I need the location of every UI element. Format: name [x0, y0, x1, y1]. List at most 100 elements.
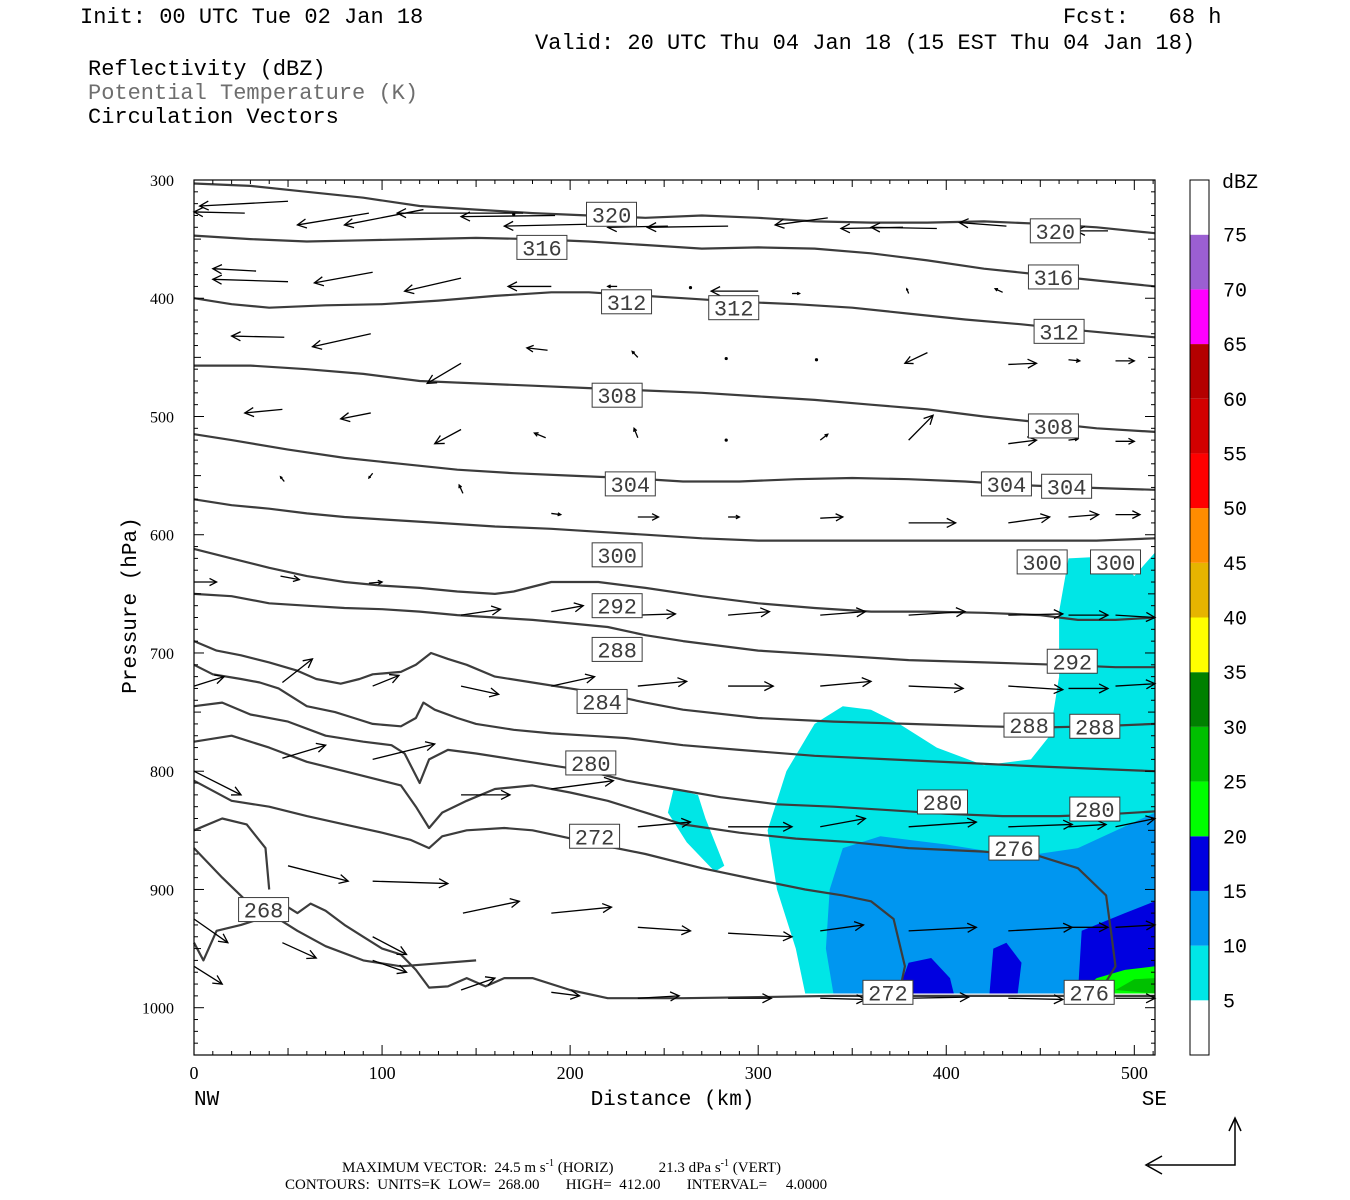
- circulation-vector: [1068, 610, 1110, 621]
- vector-shaft: [461, 214, 556, 218]
- x-tick-label: 100: [369, 1063, 396, 1083]
- vector-shaft: [282, 942, 317, 959]
- theta-contour: [193, 779, 907, 994]
- vector-head: [681, 925, 692, 936]
- circulation-vector: [525, 344, 548, 353]
- circulation-vector: [461, 789, 512, 800]
- contour-label-box: [1090, 549, 1142, 575]
- theta-contour: [193, 640, 1156, 729]
- colorbar-swatch: [1190, 508, 1209, 563]
- vector-head: [490, 605, 502, 616]
- reference-vector-arrow: [1144, 1116, 1242, 1175]
- circulation-vector: [460, 976, 497, 991]
- vector-head: [211, 264, 223, 275]
- circulation-vector: [908, 517, 958, 529]
- vector-head: [966, 817, 978, 828]
- contour-label-box: [569, 823, 621, 849]
- vector-head: [425, 374, 438, 385]
- colorbar-swatch: [1190, 344, 1209, 399]
- circulation-vector: [728, 607, 771, 618]
- vector-head: [312, 276, 325, 287]
- vector-shaft: [908, 610, 966, 616]
- contour-label: 320: [592, 204, 632, 229]
- colorbar-swatch: [1190, 672, 1209, 727]
- circulation-vector: [637, 991, 681, 1002]
- vector-head: [855, 815, 867, 826]
- circulation-vector: [211, 264, 257, 275]
- colorbar-title: dBZ: [1222, 172, 1258, 195]
- vector-head: [209, 577, 218, 587]
- vector-head: [1053, 683, 1065, 695]
- vector-shaft: [1068, 823, 1107, 828]
- vector-shaft: [340, 412, 371, 420]
- x-end-label-nw: NW: [194, 1089, 220, 1112]
- vector-head: [709, 286, 721, 297]
- vector-shaft: [1008, 362, 1037, 366]
- vector-head: [651, 513, 660, 521]
- circulation-vector: [282, 742, 328, 759]
- colorbar-label: 40: [1223, 609, 1247, 632]
- vector-head: [484, 976, 497, 986]
- circulation-vector: [688, 286, 693, 290]
- vector-head: [1098, 683, 1110, 694]
- contour-label: 316: [1034, 267, 1074, 292]
- vector-shaft: [551, 512, 561, 516]
- vector-shaft: [1008, 613, 1063, 616]
- contour-label-box: [576, 688, 628, 714]
- vector-head: [368, 475, 372, 480]
- circulation-vector: [368, 579, 384, 586]
- vector-head: [839, 223, 851, 234]
- vector-shaft: [1008, 823, 1073, 828]
- theta-contour: [193, 734, 1117, 995]
- circulation-vector: [506, 281, 552, 292]
- colorbar-swatch: [1190, 1000, 1209, 1055]
- circulation-vector: [1008, 994, 1065, 1005]
- y-tick-label: 800: [150, 764, 174, 781]
- vector-shaft: [647, 225, 729, 228]
- vector-shaft: [908, 685, 964, 690]
- vector-head: [217, 933, 230, 944]
- contour-label-box: [516, 234, 568, 260]
- vector-head: [569, 989, 581, 1000]
- init-time: Init: 00 UTC Tue 02 Jan 18: [80, 5, 424, 30]
- circulation-vector: [551, 902, 613, 914]
- vector-head: [603, 776, 615, 787]
- theta-contour: [194, 364, 1156, 433]
- vector-shaft: [1115, 614, 1156, 619]
- circulation-vector: [637, 609, 677, 620]
- contour-label: 288: [1009, 715, 1049, 740]
- circulation-vector: [724, 438, 728, 442]
- valid-time: Valid: 20 UTC Thu 04 Jan 18 (15 EST Thu …: [535, 31, 1196, 56]
- circulation-vector: [193, 918, 230, 944]
- circulation-vector: [311, 333, 371, 350]
- vector-shaft: [728, 932, 793, 938]
- vector-head: [796, 291, 801, 296]
- vector-head: [396, 945, 408, 956]
- reflectivity-region: [667, 789, 725, 872]
- vector-shaft: [426, 362, 462, 384]
- vector-shaft: [193, 918, 229, 944]
- x-tick-label: 300: [745, 1063, 772, 1083]
- y-tick-label: 400: [150, 291, 174, 308]
- contour-label: 276: [994, 838, 1034, 863]
- contour-label-box: [1033, 318, 1085, 344]
- circulation-vector: [1008, 683, 1065, 695]
- vector-head: [861, 677, 873, 688]
- circulation-vector: [433, 428, 462, 445]
- circulation-vector: [462, 898, 521, 914]
- vector-head: [509, 898, 521, 909]
- circulation-vector: [728, 680, 775, 692]
- vector-head: [500, 789, 512, 800]
- x-end-label-se: SE: [1142, 1089, 1167, 1112]
- contour-label-box: [591, 636, 643, 662]
- vector-head: [1062, 819, 1074, 830]
- contour-label: 304: [1047, 476, 1087, 501]
- vector-head: [438, 878, 450, 889]
- vector-head: [1098, 610, 1110, 621]
- circulation-vector: [551, 989, 581, 1000]
- vector-head: [279, 475, 283, 479]
- colorbar-swatch: [1190, 562, 1209, 618]
- vector-head: [1027, 358, 1038, 369]
- contour-labels: 268 272 272 276 276 280 280 280 284 288 288 288 292 2…: [238, 201, 1142, 1007]
- circulation-vector: [905, 287, 910, 294]
